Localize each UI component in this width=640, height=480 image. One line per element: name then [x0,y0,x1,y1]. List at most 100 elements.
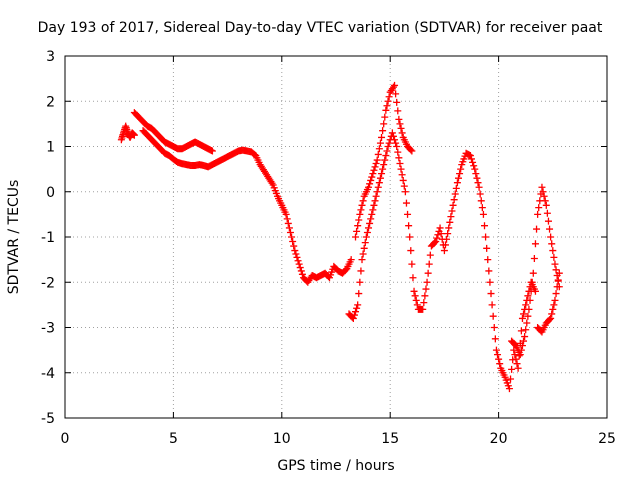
data-point [293,253,301,261]
data-point [448,207,456,215]
data-point [378,133,386,141]
data-point [363,228,371,236]
data-point [354,301,362,309]
data-point [370,201,378,209]
data-point [283,215,291,223]
data-point [431,239,439,247]
data-point [361,239,369,247]
data-point [356,210,364,218]
data-point [527,287,535,295]
x-tick-label: 5 [169,431,178,447]
y-tick-label: 0 [46,185,55,201]
data-point [413,301,421,309]
data-point [289,238,297,246]
data-point [544,217,552,225]
data-point [395,115,403,123]
data-point [422,285,430,293]
data-point [484,256,492,264]
data-point [434,231,442,239]
data-point [291,247,299,255]
data-point [376,174,384,182]
data-point [552,290,560,298]
data-point [372,159,380,167]
x-axis-label: GPS time / hours [277,458,394,474]
data-point [392,139,400,147]
data-point [543,209,551,217]
data-points [117,81,563,393]
data-point [365,183,373,191]
data-point [356,278,364,286]
data-point [369,170,377,178]
data-point [492,346,500,354]
data-point [433,234,441,242]
y-axis-label: SDTVAR / TECUs [6,180,22,295]
data-point [494,351,502,359]
data-point [495,355,503,363]
data-point [391,81,399,89]
data-point [378,170,386,178]
data-point [518,342,526,350]
data-point [400,182,408,190]
data-point [530,254,538,262]
data-point [538,183,546,191]
data-point [379,165,387,173]
data-point [496,360,504,368]
data-point [476,190,484,198]
x-tick-label: 10 [273,431,291,447]
data-point [485,267,493,275]
data-point [404,210,412,218]
data-point [478,204,486,212]
data-point [528,278,536,286]
data-point [486,278,494,286]
data-point [371,163,379,171]
data-point [370,166,378,174]
y-tick-label: 3 [46,49,55,65]
data-point [373,156,381,164]
data-point [426,251,434,259]
data-point [380,161,388,169]
series-segment-a [117,122,138,144]
data-point [425,260,433,268]
data-point [355,290,363,298]
data-point [489,312,497,320]
data-point [553,283,561,291]
data-point [397,165,405,173]
data-point [282,210,290,218]
data-point [449,201,457,209]
data-point [552,266,560,274]
data-point [374,150,382,158]
data-point [395,154,403,162]
series-segment-c [139,127,355,286]
data-point [549,305,557,313]
data-point [297,267,305,275]
data-point [524,312,532,320]
data-point [432,238,440,246]
data-point [359,250,367,258]
data-point [457,165,465,173]
data-point [407,146,415,154]
data-point [412,296,420,304]
data-point [513,360,521,368]
data-point [526,296,534,304]
data-point [382,152,390,160]
data-point [394,148,402,156]
data-point [419,305,427,313]
data-point [358,201,366,209]
data-point [385,93,393,101]
series-segment-d [345,129,539,393]
data-point [358,256,366,264]
data-point [456,170,464,178]
data-point [420,299,428,307]
data-point [298,270,306,278]
data-point [369,206,377,214]
data-point [488,301,496,309]
data-point [477,197,485,205]
data-point [396,120,404,128]
data-point [383,147,391,155]
data-point [286,228,294,236]
data-point [469,158,477,166]
data-point [396,159,404,167]
data-point [542,201,550,209]
y-tick-label: -2 [41,275,55,291]
series-segment-g [534,269,563,336]
